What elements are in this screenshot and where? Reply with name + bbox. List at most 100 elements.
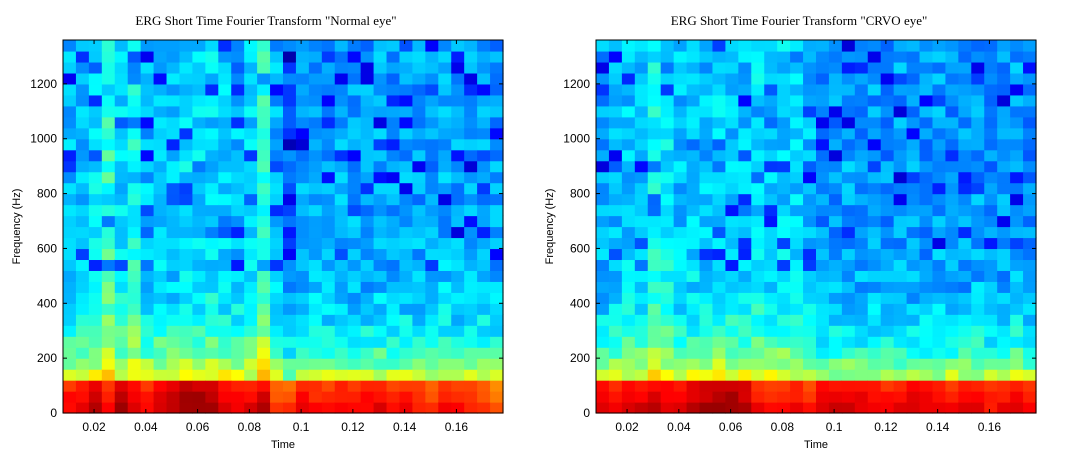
spectrogram-cell: [712, 127, 727, 140]
spectrogram-cell: [828, 314, 843, 326]
spectrogram-cell: [1010, 204, 1024, 217]
spectrogram-cell: [166, 72, 181, 85]
spectrogram-cell: [906, 160, 921, 173]
spectrogram-cell: [347, 72, 362, 85]
spectrogram-cell: [1010, 215, 1024, 228]
spectrogram-cell: [841, 171, 856, 184]
spectrogram-cell: [712, 347, 727, 359]
spectrogram-cell: [777, 270, 791, 282]
spectrogram-cell: [893, 391, 908, 403]
spectrogram-cell: [63, 292, 77, 304]
spectrogram-cell: [738, 171, 752, 184]
spectrogram-cell: [412, 270, 426, 282]
spectrogram-cell: [360, 105, 375, 118]
spectrogram-cell: [660, 292, 675, 304]
spectrogram-cell: [971, 182, 985, 195]
spectrogram-cell: [945, 325, 959, 337]
spectrogram-cell: [321, 204, 336, 217]
spectrogram-cell: [1010, 149, 1024, 162]
spectrogram-cell: [841, 72, 856, 85]
spectrogram-cell: [621, 94, 636, 107]
spectrogram-cell: [712, 292, 727, 304]
spectrogram-cell: [477, 369, 491, 381]
spectrogram-cell: [828, 281, 843, 293]
spectrogram-cell: [244, 292, 258, 304]
spectrogram-cell: [803, 116, 817, 129]
spectrogram-cell: [764, 314, 778, 326]
spectrogram-cell: [192, 402, 206, 414]
spectrogram-cell: [127, 72, 142, 85]
spectrogram-cell: [958, 303, 972, 315]
spectrogram-cell: [751, 127, 765, 140]
spectrogram-cell: [919, 325, 934, 337]
spectrogram-cell: [101, 116, 116, 129]
spectrogram-cell: [621, 193, 636, 206]
spectrogram-cell: [283, 303, 297, 315]
spectrogram-cell: [673, 72, 688, 85]
spectrogram-cell: [751, 83, 765, 96]
spectrogram-cell: [712, 402, 727, 414]
spectrogram-cell: [101, 83, 116, 96]
spectrogram-cell: [971, 193, 985, 206]
spectrogram-cell: [764, 127, 778, 140]
spectrogram-cell: [596, 61, 610, 74]
spectrogram-cell: [114, 193, 129, 206]
spectrogram-cell: [906, 391, 921, 403]
spectrogram-cell: [295, 226, 310, 239]
spectrogram-cell: [347, 40, 362, 52]
spectrogram-cell: [114, 380, 129, 392]
spectrogram-cell: [88, 215, 103, 228]
spectrogram-cell: [425, 380, 439, 392]
spectrogram-cell: [477, 391, 491, 403]
spectrogram-cell: [101, 72, 116, 85]
spectrogram-cell: [906, 292, 921, 304]
spectrogram-cell: [166, 248, 181, 261]
spectrogram-cell: [997, 83, 1011, 96]
spectrogram-cell: [360, 270, 375, 282]
spectrogram-cell: [647, 314, 662, 326]
spectrogram-cell: [270, 369, 284, 381]
spectrogram-cell: [777, 292, 791, 304]
spectrogram-cell: [1010, 72, 1024, 85]
spectrogram-cell: [63, 50, 77, 63]
spectrogram-cell: [828, 215, 843, 228]
spectrogram-cell: [347, 380, 362, 392]
spectrogram-cell: [451, 215, 465, 228]
spectrogram-cell: [295, 259, 310, 271]
spectrogram-cell: [764, 237, 778, 250]
spectrogram-cell: [451, 292, 465, 304]
spectrogram-cell: [192, 105, 206, 118]
spectrogram-cell: [295, 314, 310, 326]
spectrogram-cell: [673, 204, 688, 217]
spectrogram-cell: [634, 347, 649, 359]
spectrogram-cell: [738, 61, 752, 74]
spectrogram-cell: [334, 270, 349, 282]
spectrogram-cell: [270, 281, 284, 293]
spectrogram-cell: [790, 391, 804, 403]
spectrogram-cell: [854, 171, 869, 184]
spectrogram-cell: [321, 226, 336, 239]
spectrogram-cell: [893, 83, 908, 96]
spectrogram-cell: [816, 325, 830, 337]
spectrogram-cell: [1010, 83, 1024, 96]
spectrogram-cell: [412, 237, 426, 250]
spectrogram-cell: [828, 259, 843, 271]
spectrogram-cell: [321, 160, 336, 173]
spectrogram-cell: [75, 347, 90, 359]
spectrogram-cell: [63, 281, 77, 293]
spectrogram-cell: [399, 116, 414, 129]
spectrogram-cell: [321, 369, 336, 381]
spectrogram-cell: [608, 248, 623, 261]
spectrogram-cell: [725, 226, 739, 239]
spectrogram-cell: [790, 336, 804, 348]
spectrogram-cell: [257, 149, 271, 162]
spectrogram-cell: [425, 292, 439, 304]
spectrogram-cell: [803, 237, 817, 250]
spectrogram-cell: [958, 237, 972, 250]
spectrogram-cell: [321, 347, 336, 359]
spectrogram-cell: [828, 116, 843, 129]
plot-frame: [62, 39, 504, 414]
spectrogram-cell: [841, 358, 856, 370]
spectrogram-cell: [114, 292, 129, 304]
spectrogram-cell: [218, 127, 232, 140]
